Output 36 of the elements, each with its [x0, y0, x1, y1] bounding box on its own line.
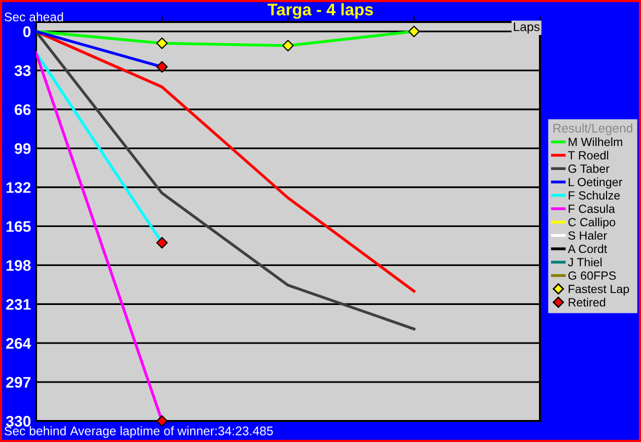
legend-label: L Oetinger [568, 178, 622, 189]
legend-label: T Roedl [568, 150, 608, 160]
legend-label: F Schulze [568, 190, 620, 200]
legend-label: C Callipo [568, 218, 616, 229]
y-tick-label: 297 [6, 376, 30, 388]
y-tick-label: 165 [6, 221, 31, 232]
legend-title: Result/Legend [553, 123, 632, 136]
y-tick-label: 0 [23, 26, 31, 38]
point [282, 40, 294, 52]
text: Average laptime of winner:34:23.485 [70, 426, 273, 438]
y-tick-label: 330 [6, 416, 31, 427]
legend-label: J Thiel [568, 258, 602, 266]
x-axis-title: Laps [514, 22, 540, 34]
point [408, 26, 420, 38]
legend-label: Fastest Lap [568, 284, 629, 296]
y-tick-label: 33 [14, 65, 31, 76]
point [156, 61, 168, 73]
legend-label: G Taber [568, 164, 610, 173]
y-axis-title: Sec ahead [4, 12, 63, 22]
y-tick-label: 132 [6, 182, 31, 193]
point [156, 236, 168, 248]
y-tick-label: 99 [14, 143, 31, 154]
legend-label: S Haler [568, 231, 607, 240]
text: Sec behind [4, 426, 66, 436]
legend-label: M Wilhelm [568, 137, 622, 146]
legend-label: A Cordt [568, 244, 608, 254]
point [156, 415, 168, 427]
legend-label: Retired [568, 298, 606, 307]
y-tick-label: 66 [14, 104, 31, 116]
y-tick-label: 231 [6, 299, 31, 310]
legend-label: F Casula [568, 204, 616, 213]
point [156, 37, 168, 49]
y-tick-label: 264 [6, 338, 32, 349]
chart-title: Targa - 4 laps [268, 3, 373, 19]
legend-label: G 60FPS [568, 271, 616, 280]
y-tick-label: 198 [6, 260, 31, 271]
